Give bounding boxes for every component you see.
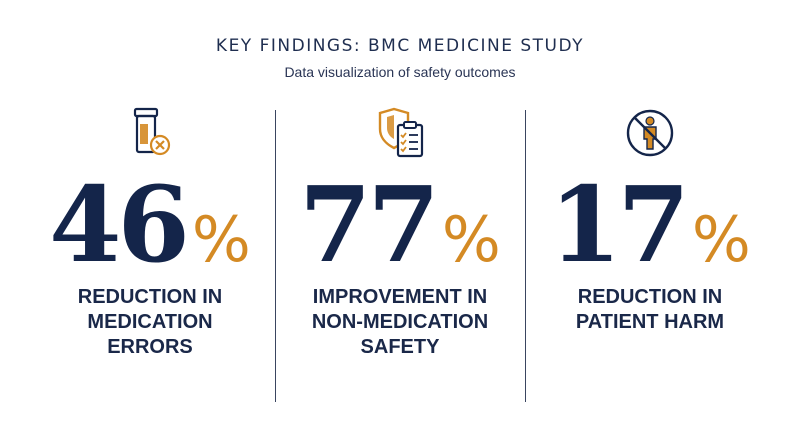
stat-medication-errors: 46% REDUCTION IN MEDICATION ERRORS bbox=[30, 105, 270, 360]
stat-label-line: PATIENT HARM bbox=[575, 311, 725, 333]
stat-label-line: IMPROVEMENT IN bbox=[312, 286, 488, 308]
shield-clipboard-icon bbox=[378, 107, 424, 158]
stat-non-medication-safety: 77% IMPROVEMENT IN NON-MEDICATION SAFETY bbox=[280, 105, 520, 360]
stat-label-line: NON-MEDICATION bbox=[311, 311, 489, 333]
percent-sign: % bbox=[691, 203, 751, 276]
stat-value-row: 17% bbox=[530, 169, 770, 281]
stat-patient-harm: 17% REDUCTION IN PATIENT HARM bbox=[530, 105, 770, 335]
page-subtitle: Data visualization of safety outcomes bbox=[284, 64, 516, 80]
stat-value: 46 bbox=[49, 163, 190, 286]
stat-label: IMPROVEMENT IN NON-MEDICATION SAFETY bbox=[280, 285, 520, 360]
column-divider bbox=[275, 110, 276, 402]
percent-sign: % bbox=[191, 203, 251, 276]
pill-bottle-x-icon bbox=[133, 107, 171, 156]
person-no-harm-icon bbox=[626, 109, 674, 157]
percent-sign: % bbox=[441, 203, 501, 276]
stat-label-line: SAFETY bbox=[360, 336, 440, 358]
stat-label: REDUCTION IN MEDICATION ERRORS bbox=[30, 285, 270, 360]
header: KEY FINDINGS: BMC MEDICINE STUDY Data vi… bbox=[0, 36, 800, 80]
stat-label: REDUCTION IN PATIENT HARM bbox=[530, 285, 770, 335]
page-title: KEY FINDINGS: BMC MEDICINE STUDY bbox=[215, 36, 585, 56]
stat-label-line: REDUCTION IN bbox=[577, 286, 723, 308]
stat-value: 17 bbox=[549, 163, 690, 286]
stat-label-line: REDUCTION IN bbox=[77, 286, 223, 308]
stat-value-row: 77% bbox=[280, 169, 520, 281]
stat-label-line: MEDICATION bbox=[87, 311, 213, 333]
stat-label-line: ERRORS bbox=[107, 336, 193, 358]
stat-value: 77 bbox=[299, 163, 440, 286]
column-divider bbox=[525, 110, 526, 402]
stat-value-row: 46% bbox=[30, 169, 270, 281]
